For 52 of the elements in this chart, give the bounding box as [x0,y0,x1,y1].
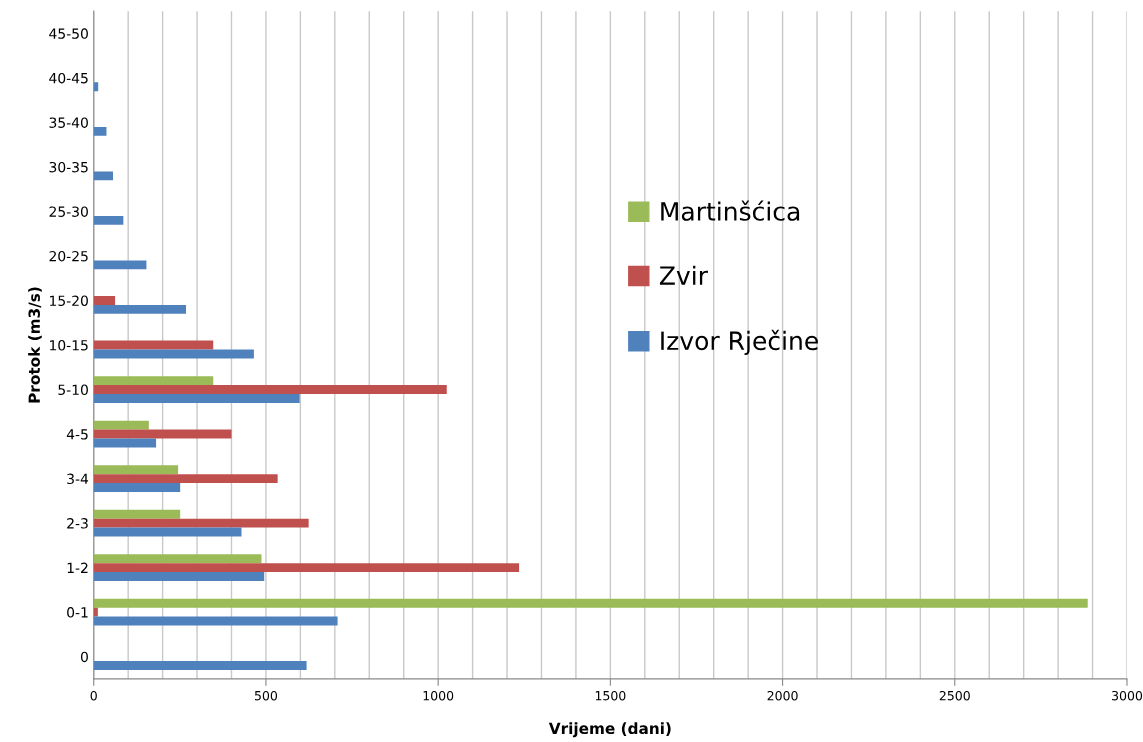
bar [93,607,98,617]
bar [93,296,116,305]
y-tick-label: 45-50 [49,28,88,39]
y-tick-label: 40-45 [49,72,88,84]
x-tick-label: 1000 [423,690,454,701]
bar [93,215,124,225]
bar [93,474,278,484]
bar [93,509,181,519]
y-tick-label: 3-4 [67,473,89,485]
bar [93,376,214,386]
bar [93,572,265,581]
bar [93,171,114,181]
bar [93,304,187,314]
bar [93,483,181,492]
y-tick-label: 0-1 [67,607,88,618]
bar [93,598,1088,608]
bar [93,616,338,626]
x-tick-label: 2500 [939,690,970,701]
y-axis-title: Protok (m3/s) [28,287,42,403]
x-tick-label: 0 [90,690,97,701]
bar [93,465,179,475]
y-tick-label: 2-3 [67,518,88,529]
legend-label: Zvir [659,265,708,285]
legend-label: Izvor Rječine [661,329,818,356]
x-tick-label: 3000 [1112,690,1143,701]
bar [93,518,309,528]
bar [93,394,300,403]
legend-label: Martinšćica [661,200,800,221]
x-axis-title: Vrijeme (dani) [548,722,671,738]
bar [93,260,147,270]
y-tick-label: 30-35 [49,161,88,173]
y-tick-label: 5-10 [58,384,88,396]
bar [93,661,307,671]
y-tick-label: 15-20 [50,295,88,306]
bar [93,563,520,573]
bar [93,420,149,430]
y-tick-label: 10-15 [50,340,88,351]
y-tick-label: 4-5 [66,429,88,440]
bar [93,429,232,439]
x-tick-label: 500 [254,690,278,701]
x-tick-label: 1500 [595,690,626,701]
bar [93,349,254,359]
y-tick-label: 20-25 [49,250,88,262]
y-tick-label: 25-30 [49,206,88,217]
bar [93,126,107,136]
bar [93,82,99,92]
x-tick-label: 2000 [767,690,798,701]
y-tick-label: 35-40 [49,117,88,128]
bar [93,385,447,394]
y-tick-label: 1-2 [67,562,88,573]
y-tick-label: 0 [80,651,88,663]
bar [93,554,262,564]
